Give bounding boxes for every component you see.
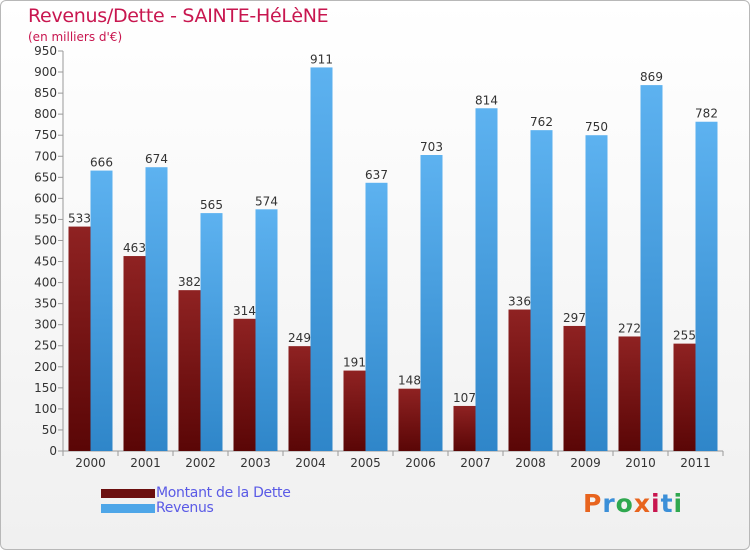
bar-revenus-2004: [310, 67, 333, 451]
y-tick-label: 900: [34, 65, 57, 79]
bar-revenus-2006: [420, 155, 443, 451]
x-tick-label-2007: 2007: [460, 456, 491, 470]
y-tick-label: 350: [34, 297, 57, 311]
bar-revenus-2002: [200, 213, 223, 451]
data-label-revenus-2001: 674: [145, 152, 168, 166]
y-tick-label: 800: [34, 107, 57, 121]
bar-revenus-2003: [255, 209, 278, 451]
data-label-revenus-2009: 750: [585, 120, 608, 134]
y-tick-label: 200: [34, 360, 57, 374]
y-tick-label: 0: [49, 444, 57, 458]
logo-letter: r: [602, 489, 616, 518]
bars: [68, 67, 718, 452]
bar-dette-2004: [288, 346, 311, 451]
bar-dette-2011: [673, 343, 696, 451]
data-label-dette-2000: 533: [68, 212, 91, 226]
data-label-dette-2006: 148: [398, 374, 421, 388]
x-tick-label-2005: 2005: [350, 456, 381, 470]
bar-dette-2001: [123, 256, 146, 451]
data-label-revenus-2005: 637: [365, 168, 388, 182]
bar-revenus-2011: [695, 121, 718, 451]
y-tick-label: 300: [34, 318, 57, 332]
data-label-dette-2001: 463: [123, 241, 146, 255]
legend-label-debt: Montant de la Dette: [156, 485, 291, 501]
x-tick-label-2004: 2004: [295, 456, 326, 470]
logo-letter: t: [660, 489, 674, 518]
x-tick-label-2000: 2000: [75, 456, 106, 470]
logo-letter: o: [615, 489, 634, 518]
data-label-dette-2011: 255: [673, 329, 696, 343]
data-label-dette-2010: 272: [618, 321, 641, 335]
data-label-dette-2007: 107: [453, 391, 476, 405]
bar-dette-2003: [233, 318, 256, 451]
x-tick-label-2003: 2003: [240, 456, 271, 470]
y-tick-label: 100: [34, 402, 57, 416]
y-tick-label: 600: [34, 191, 57, 205]
data-label-revenus-2010: 869: [640, 70, 663, 84]
y-tick-label: 150: [34, 381, 57, 395]
y-tick-label: 850: [34, 86, 57, 100]
legend-swatch-revenus: [101, 504, 155, 513]
bar-revenus-2010: [640, 85, 663, 452]
x-tick-label-2008: 2008: [515, 456, 546, 470]
axes: 0 50 100 150 200 250 300 350 400 450 500 550 600 650 7…: [34, 44, 724, 470]
x-tick-label-2010: 2010: [625, 456, 656, 470]
logo-letter: P: [583, 489, 603, 518]
bar-revenus-2000: [90, 170, 113, 451]
x-tick-label-2002: 2002: [185, 456, 216, 470]
x-tick-label-2001: 2001: [130, 456, 161, 470]
logo-letter: x: [633, 489, 651, 518]
x-tick-label-2009: 2009: [570, 456, 601, 470]
data-label-revenus-2011: 782: [695, 107, 718, 121]
y-tick-label: 750: [34, 128, 57, 142]
x-tick-label-2011: 2011: [680, 456, 711, 470]
chart-subtitle: (en milliers d'€): [28, 30, 123, 44]
y-tick-label: 550: [34, 212, 57, 226]
bar-dette-2009: [563, 325, 586, 451]
bar-dette-2007: [453, 405, 476, 451]
y-tick-label: 250: [34, 339, 57, 353]
logo-letter: i: [673, 489, 684, 518]
data-label-revenus-2008: 762: [530, 115, 553, 129]
bar-revenus-2001: [145, 167, 168, 452]
y-tick-label: 650: [34, 170, 57, 184]
data-labels: 533 666 463 674 382 565 314 574 249 911 191 637 148 7…: [68, 52, 718, 405]
y-tick-label: 950: [34, 44, 57, 58]
data-label-revenus-2007: 814: [475, 93, 498, 107]
chart-title: Revenus/Dette - SAINTE-HéLèNE: [28, 5, 329, 27]
y-tick-label: 500: [34, 233, 57, 247]
logo-letter: i: [651, 489, 661, 518]
bar-dette-2000: [68, 226, 91, 451]
bar-revenus-2008: [530, 130, 553, 451]
y-tick-label: 700: [34, 149, 57, 163]
data-label-dette-2002: 382: [178, 275, 201, 289]
bar-revenus-2005: [365, 182, 388, 451]
data-label-dette-2005: 191: [343, 356, 366, 370]
legend-label-revenus: Revenus: [156, 500, 214, 516]
data-label-dette-2008: 336: [508, 295, 531, 309]
bar-dette-2006: [398, 388, 421, 451]
proxiti-logo: Proxiti: [583, 489, 683, 518]
data-label-revenus-2000: 666: [90, 156, 113, 170]
data-label-revenus-2006: 703: [420, 140, 443, 154]
bar-dette-2008: [508, 309, 531, 451]
x-tick-label-2006: 2006: [405, 456, 436, 470]
y-tick-label: 450: [34, 255, 57, 269]
bar-dette-2002: [178, 290, 201, 451]
y-tick-label: 50: [42, 423, 57, 437]
data-label-dette-2003: 314: [233, 304, 256, 318]
legend-swatch-debt: [101, 489, 155, 498]
data-label-revenus-2003: 574: [255, 194, 278, 208]
bar-dette-2010: [618, 336, 641, 451]
bar-revenus-2009: [585, 135, 608, 452]
data-label-dette-2009: 297: [563, 311, 586, 325]
bar-revenus-2007: [475, 108, 498, 452]
y-tick-label: 400: [34, 276, 57, 290]
data-label-dette-2004: 249: [288, 331, 311, 345]
data-label-revenus-2002: 565: [200, 198, 223, 212]
data-label-revenus-2004: 911: [310, 52, 333, 66]
bar-dette-2005: [343, 370, 366, 451]
